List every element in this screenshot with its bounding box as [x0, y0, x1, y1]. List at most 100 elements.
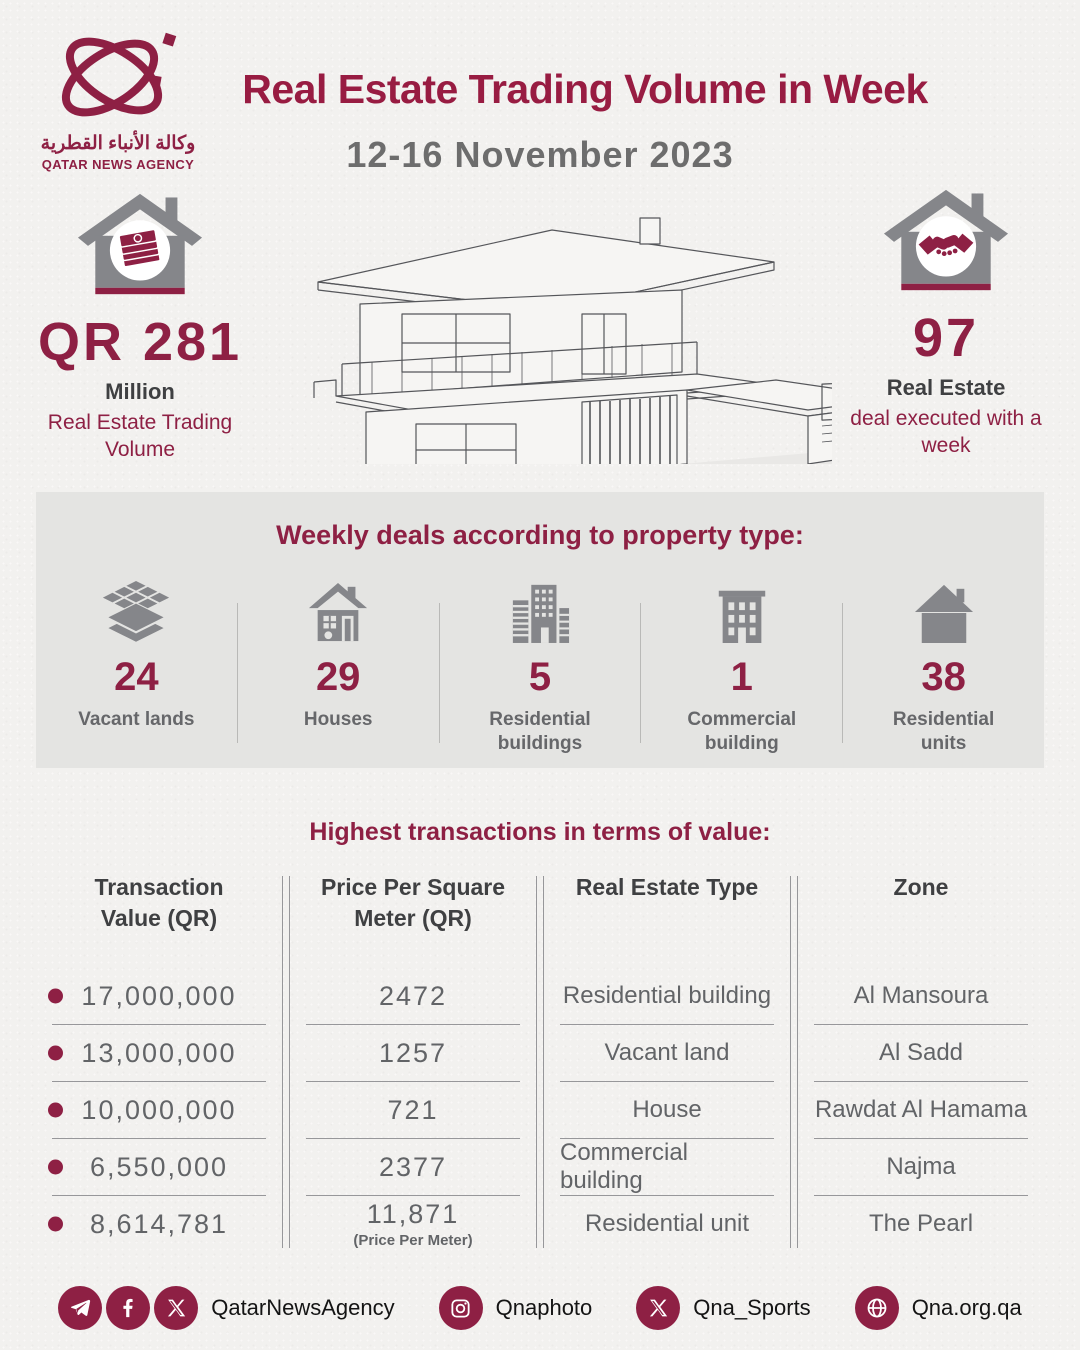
- social-group-x-sports[interactable]: Qna_Sports: [636, 1286, 811, 1330]
- residential-buildings-label: Residential buildings: [489, 709, 591, 754]
- bullet-icon: [48, 1159, 63, 1175]
- table-cell: House: [560, 1082, 774, 1139]
- logo-arabic-text: وكالة الأنباء القطرية: [40, 133, 196, 154]
- column-header: Price Per Square Meter (QR): [320, 874, 506, 932]
- trading-volume-caption: Real Estate Trading Volume: [47, 411, 233, 462]
- table-cell: Al Sadd: [814, 1025, 1028, 1082]
- residential-units-icon: [914, 584, 973, 643]
- property-vacant-lands: 24 Vacant lands: [36, 577, 237, 756]
- deals-count-caption: deal executed with a week: [850, 407, 1042, 458]
- residential-units-count: 38: [921, 655, 966, 699]
- bullet-icon: [48, 1216, 63, 1232]
- table-cell: 6,550,000: [48, 1139, 266, 1196]
- column-real-estate-type: Real Estate Type Residential building Va…: [544, 872, 790, 1252]
- x-icon[interactable]: [636, 1286, 681, 1330]
- table-cell: Residential unit: [584, 1210, 750, 1237]
- social-handle[interactable]: Qna_Sports: [693, 1295, 811, 1320]
- column-transaction-value: Transaction Value (QR) 17,000,000 13,000…: [36, 872, 282, 1252]
- commercial-building-icon: [718, 590, 766, 643]
- social-handle[interactable]: QatarNewsAgency: [211, 1295, 395, 1320]
- commercial-building-count: 1: [730, 655, 753, 699]
- divider: [640, 603, 642, 743]
- qna-logo: وكالة الأنباء القطرية QATAR NEWS AGENCY: [38, 30, 198, 172]
- table-cell: 2472: [306, 968, 520, 1025]
- trading-volume-value: QR 281: [37, 312, 243, 372]
- divider: [236, 603, 238, 743]
- table-cell: Najma: [814, 1139, 1028, 1196]
- property-section-title: Weekly deals according to property type:: [276, 520, 804, 550]
- facebook-icon[interactable]: [106, 1286, 151, 1330]
- page-title: Real Estate Trading Volume in Week: [242, 66, 928, 112]
- property-commercial-building: 1 Commercial building: [641, 577, 842, 756]
- globe-icon[interactable]: [854, 1286, 899, 1330]
- table-cell: 1257: [306, 1025, 520, 1082]
- property-type-section: Weekly deals according to property type:: [36, 492, 1044, 768]
- qna-atom-icon: [61, 32, 177, 117]
- table-cell: 11,871 (Price Per Meter): [353, 1199, 473, 1249]
- divider: [438, 603, 440, 743]
- social-group-website[interactable]: Qna.org.qa: [854, 1286, 1022, 1330]
- table-cell: 721: [306, 1082, 520, 1139]
- houses-label: Houses: [303, 709, 373, 730]
- handshake-glyph: [918, 233, 974, 257]
- table-cell: 2377: [306, 1139, 520, 1196]
- divider: [842, 603, 844, 743]
- column-price-per-sqm: Price Per Square Meter (QR) 2472 1257 72…: [290, 872, 536, 1252]
- table-cell: The Pearl: [868, 1210, 974, 1237]
- deals-count-unit: Real Estate: [886, 375, 1006, 400]
- social-handle[interactable]: Qnaphoto: [495, 1295, 593, 1320]
- trading-volume-unit: Million: [105, 379, 175, 404]
- residential-units-label: Residential units: [892, 709, 995, 754]
- table-cell: 10,000,000: [48, 1082, 266, 1139]
- houses-count: 29: [315, 655, 361, 699]
- table-cell: Commercial building: [560, 1139, 774, 1196]
- table-cell: 8,614,781: [48, 1196, 266, 1252]
- vacant-lands-icon: [103, 581, 170, 643]
- column-separator: [282, 876, 290, 1248]
- column-header: Real Estate Type: [575, 874, 759, 900]
- column-header: Transaction Value (QR): [94, 874, 224, 932]
- table-cell: 17,000,000: [48, 968, 266, 1025]
- deals-count-value: 97: [912, 308, 980, 368]
- bullet-icon: [48, 988, 63, 1004]
- table-cell: Rawdat Al Hamama: [814, 1082, 1028, 1139]
- vacant-lands-count: 24: [114, 655, 159, 699]
- deals-count-stat: 97 Real Estate deal executed with a week: [848, 188, 1044, 460]
- social-footer: QatarNewsAgency Qnaphoto Qna_Sports: [0, 1286, 1080, 1330]
- house-handshake-icon: [883, 189, 1009, 291]
- house-sketch-illustration: [313, 217, 832, 464]
- property-residential-units: 38 Residential units: [843, 577, 1044, 756]
- property-houses: 29 Houses: [238, 577, 439, 756]
- table-cell: Al Mansoura: [814, 968, 1028, 1025]
- table-cell: Vacant land: [560, 1025, 774, 1082]
- house-money-icon: [77, 193, 203, 295]
- column-header: Zone: [893, 874, 949, 900]
- x-icon[interactable]: [154, 1286, 199, 1330]
- money-stack-glyph: [118, 228, 161, 268]
- bullet-icon: [48, 1045, 63, 1061]
- telegram-icon[interactable]: [58, 1286, 103, 1330]
- column-zone: Zone Al Mansoura Al Sadd Rawdat Al Hamam…: [798, 872, 1044, 1252]
- column-separator: [536, 876, 544, 1248]
- column-separator: [790, 876, 798, 1248]
- trading-volume-stat: QR 281 Million Real Estate Trading Volum…: [30, 192, 250, 464]
- residential-buildings-icon: [512, 584, 570, 643]
- social-handle[interactable]: Qna.org.qa: [911, 1295, 1022, 1320]
- social-group-instagram[interactable]: Qnaphoto: [438, 1286, 593, 1330]
- social-group-qna[interactable]: QatarNewsAgency: [58, 1286, 395, 1330]
- commercial-building-label: Commercial building: [687, 709, 797, 754]
- date-range: 12-16 November 2023: [346, 134, 734, 175]
- table-cell: 13,000,000: [48, 1025, 266, 1082]
- table-cell: Residential building: [560, 968, 774, 1025]
- logo-english-text: QATAR NEWS AGENCY: [41, 157, 195, 172]
- property-residential-buildings: 5 Residential buildings: [440, 577, 641, 756]
- instagram-icon[interactable]: [438, 1286, 483, 1330]
- transactions-title: Highest transactions in terms of value:: [309, 818, 771, 846]
- transactions-table: Transaction Value (QR) 17,000,000 13,000…: [36, 872, 1044, 1252]
- bullet-icon: [48, 1102, 63, 1118]
- residential-buildings-count: 5: [528, 655, 552, 699]
- price-note: (Price Per Meter): [353, 1232, 473, 1249]
- house-icon: [309, 582, 368, 642]
- vacant-lands-label: Vacant lands: [78, 709, 195, 730]
